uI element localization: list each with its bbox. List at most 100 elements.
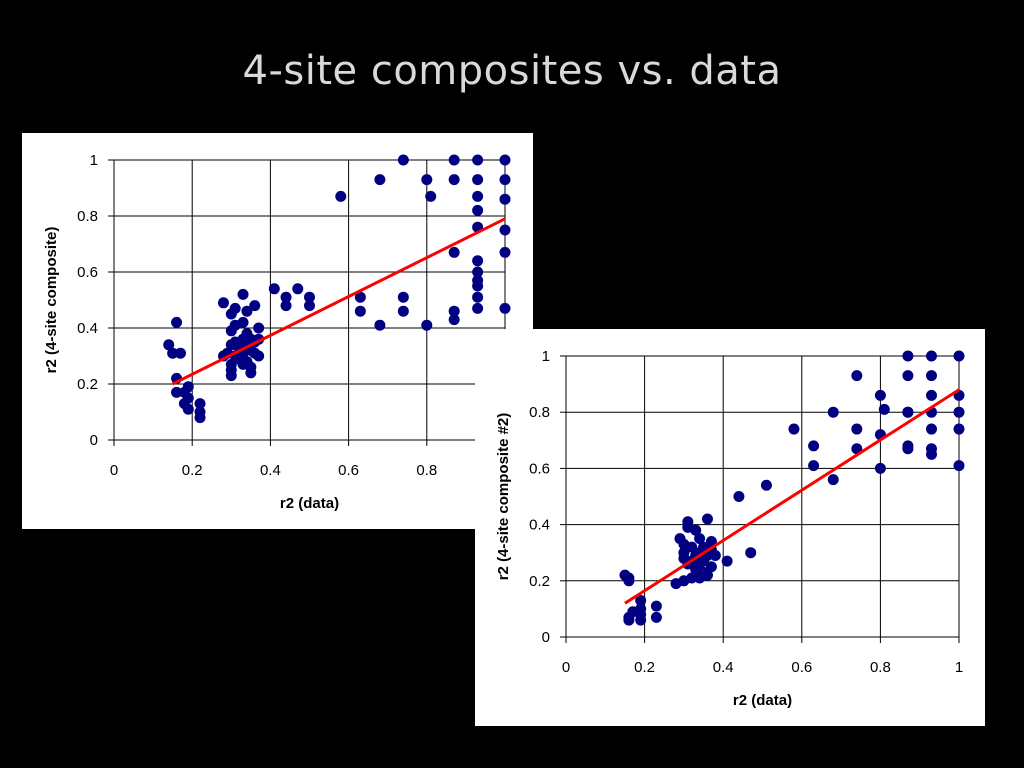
data-point [174, 347, 186, 359]
y-tick-label: 0.4 [529, 517, 550, 534]
data-point [808, 440, 820, 452]
data-point [472, 154, 484, 166]
data-point [397, 305, 409, 317]
data-point [694, 533, 706, 545]
data-point [953, 350, 965, 362]
data-point [925, 423, 937, 435]
x-tick-label: 0.4 [260, 462, 281, 479]
data-point [253, 350, 265, 362]
data-point [472, 190, 484, 202]
data-point [472, 291, 484, 303]
y-tick-label: 0.2 [529, 573, 550, 590]
x-tick-label: 0.2 [634, 659, 655, 676]
data-point [902, 440, 914, 452]
data-point [635, 614, 647, 626]
data-point [851, 370, 863, 382]
data-point [249, 300, 261, 312]
x-tick-label: 0.8 [416, 462, 437, 479]
data-points [619, 350, 965, 626]
data-point [448, 154, 460, 166]
data-point [925, 350, 937, 362]
y-tick-label: 0 [542, 629, 550, 646]
data-point [241, 305, 253, 317]
data-point [304, 300, 315, 312]
data-point [225, 325, 237, 337]
data-point [760, 479, 772, 491]
data-point [925, 370, 937, 382]
data-point [171, 316, 183, 328]
data-point [690, 524, 702, 536]
y-tick-label: 1 [90, 152, 98, 169]
data-point [421, 319, 433, 331]
data-point [953, 423, 965, 435]
data-points [163, 154, 511, 424]
x-tick-label: 0.6 [338, 462, 359, 479]
x-tick-label: 0 [110, 462, 118, 479]
data-point [397, 291, 409, 303]
data-point [182, 403, 194, 415]
data-point [874, 389, 886, 401]
data-point [448, 305, 460, 317]
data-point [472, 255, 484, 267]
x-axis-title: r2 (data) [733, 692, 792, 709]
data-point [925, 389, 937, 401]
data-point [237, 288, 249, 300]
data-point [878, 403, 890, 415]
x-axis-title: r2 (data) [280, 495, 339, 512]
data-point [472, 174, 484, 186]
data-point [292, 283, 304, 295]
data-point [225, 370, 237, 382]
y-tick-label: 0.2 [77, 376, 98, 393]
data-point [245, 367, 257, 379]
y-axis-title: r2 (4-site composite) [43, 227, 60, 374]
scatter-chart-1: 0 0.2 0.4 0.6 0.8 1 0 0.2 0.4 0.6 0.8 r2 (data) r2 (… [43, 152, 511, 512]
data-point [650, 611, 662, 623]
y-tick-label: 0 [90, 432, 98, 449]
trend-line [624, 388, 960, 605]
data-point [280, 300, 292, 312]
data-point [686, 541, 698, 553]
data-point [304, 291, 315, 303]
data-point [171, 386, 183, 398]
data-point [354, 291, 366, 303]
data-point [827, 474, 839, 486]
data-point [808, 460, 820, 472]
data-point [499, 154, 511, 166]
data-point [448, 246, 460, 258]
data-point [335, 190, 347, 202]
data-point [902, 370, 914, 382]
data-point [953, 406, 965, 418]
x-tick-label: 0 [562, 659, 570, 676]
y-tick-label: 1 [542, 348, 550, 365]
data-point [194, 398, 206, 410]
data-point [472, 280, 484, 292]
data-point [499, 246, 511, 258]
data-point [472, 302, 484, 314]
data-point [705, 561, 717, 573]
data-point [167, 347, 179, 359]
data-point [670, 578, 682, 590]
data-point [253, 322, 265, 334]
data-point [280, 291, 292, 303]
data-point [397, 154, 409, 166]
data-point [733, 491, 745, 502]
data-point [623, 614, 635, 626]
data-point [701, 513, 713, 525]
data-point [499, 224, 511, 236]
y-tick-label: 0.6 [529, 460, 550, 477]
x-tick-label: 0.8 [870, 659, 891, 676]
data-point [163, 339, 175, 351]
data-point [448, 174, 460, 186]
data-point [874, 462, 886, 474]
data-point [705, 535, 717, 547]
grid-lines [566, 355, 960, 637]
x-tick-label: 0.2 [182, 462, 203, 479]
data-point [448, 314, 460, 326]
data-point [499, 302, 511, 314]
data-point [499, 193, 511, 205]
data-point [623, 575, 635, 587]
y-tick-label: 0.8 [77, 208, 98, 225]
y-tick-label: 0.4 [77, 320, 98, 337]
x-tick-label: 1 [955, 659, 963, 676]
x-tick-label: 0.6 [791, 659, 812, 676]
